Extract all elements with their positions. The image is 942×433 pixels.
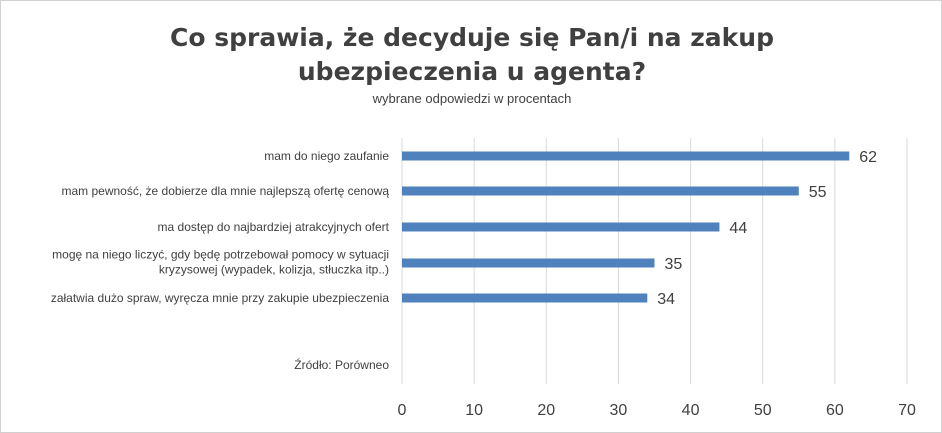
x-tick-label-10: 10 — [465, 402, 483, 419]
x-tick-label-20: 20 — [537, 402, 555, 419]
data-label-4: 35 — [665, 256, 683, 273]
chart-subtitle: wybrane odpowiedzi w procentach — [372, 91, 572, 106]
chart-title-line-1: Co sprawia, że decyduje się Pan/i na zak… — [170, 23, 774, 52]
data-label-3: 44 — [729, 220, 747, 237]
bar-3 — [402, 222, 720, 232]
category-label-2: mam pewność, że dobierze dla mnie najlep… — [61, 184, 389, 198]
category-label-4-line-1: mogę na niego liczyć, gdy będę potrzebow… — [52, 248, 389, 262]
data-label-5: 34 — [657, 291, 675, 308]
category-label-4-line-2: kryzysowej (wypadek, kolizja, stłuczka i… — [159, 263, 389, 277]
bar-2 — [402, 186, 799, 196]
bar-1 — [402, 151, 850, 161]
x-tick-label-70: 70 — [898, 402, 916, 419]
category-label-3-line-1: ma dostęp do najbardziej atrakcyjnych of… — [158, 220, 390, 234]
category-label-2-line-1: mam pewność, że dobierze dla mnie najlep… — [61, 184, 389, 198]
category-label-1: mam do niego zaufanie — [264, 149, 389, 163]
chart-title: Co sprawia, że decyduje się Pan/i na zak… — [1, 21, 942, 89]
x-tick-label-0: 0 — [398, 402, 407, 419]
bar-4 — [402, 258, 655, 268]
x-tick-label-60: 60 — [826, 402, 844, 419]
data-label-1: 62 — [859, 149, 877, 166]
category-label-5-line-1: załatwia dużo spraw, wyręcza mnie przy z… — [51, 291, 389, 305]
source-label: Źródło: Porówneo — [294, 357, 389, 372]
category-label-5: załatwia dużo spraw, wyręcza mnie przy z… — [51, 291, 389, 305]
bar-5 — [402, 293, 648, 303]
x-tick-label-40: 40 — [682, 402, 700, 419]
category-label-1-line-1: mam do niego zaufanie — [264, 149, 389, 163]
x-tick-label-30: 30 — [610, 402, 628, 419]
data-label-2: 55 — [809, 184, 827, 201]
category-label-3: ma dostęp do najbardziej atrakcyjnych of… — [158, 220, 390, 234]
category-label-4: mogę na niego liczyć, gdy będę potrzebow… — [52, 248, 389, 277]
chart-title-line-2: ubezpieczenia u agenta? — [297, 57, 647, 86]
x-tick-label-50: 50 — [754, 402, 772, 419]
